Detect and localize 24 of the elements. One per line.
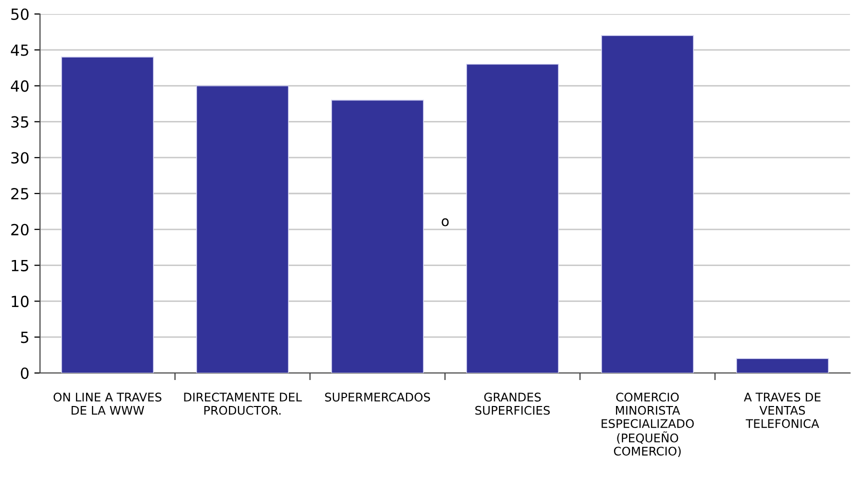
bar [736, 358, 829, 373]
bar [61, 56, 154, 373]
y-tick-label: 5 [21, 332, 28, 344]
y-tick-label: 45 [10, 44, 28, 56]
y-tick-label: 10 [12, 296, 29, 308]
x-tick-label: SUPERMERCADOS [325, 392, 430, 402]
y-tick-label: 40 [10, 80, 29, 92]
x-tick-label: GRANDES SUPERFICIES [475, 392, 550, 415]
bar [601, 35, 694, 373]
x-tick-label: ON LINE A TRAVES DE LA WWW [54, 392, 162, 415]
y-tick-label: 50 [11, 8, 29, 20]
y-tick-label: 35 [11, 116, 28, 128]
x-tick-label: COMERCIO MINORISTA ESPECIALIZADO (PEQUEÑO COMERCIO) [602, 392, 694, 458]
y-tick-label: 20 [11, 224, 29, 236]
x-tick-label: DIRECTAMENTE DEL PRODUCTOR. [184, 392, 302, 415]
annotation: o [442, 218, 449, 226]
bar [466, 64, 559, 373]
y-tick-label: 25 [11, 188, 28, 200]
y-tick-label: 15 [12, 260, 28, 272]
y-tick-label: 0 [20, 367, 29, 380]
bar [196, 85, 289, 373]
bar [331, 100, 424, 373]
y-tick-label: 30 [11, 152, 29, 164]
x-tick-label: A TRAVES DE VENTAS TELEFONICA [744, 392, 820, 428]
